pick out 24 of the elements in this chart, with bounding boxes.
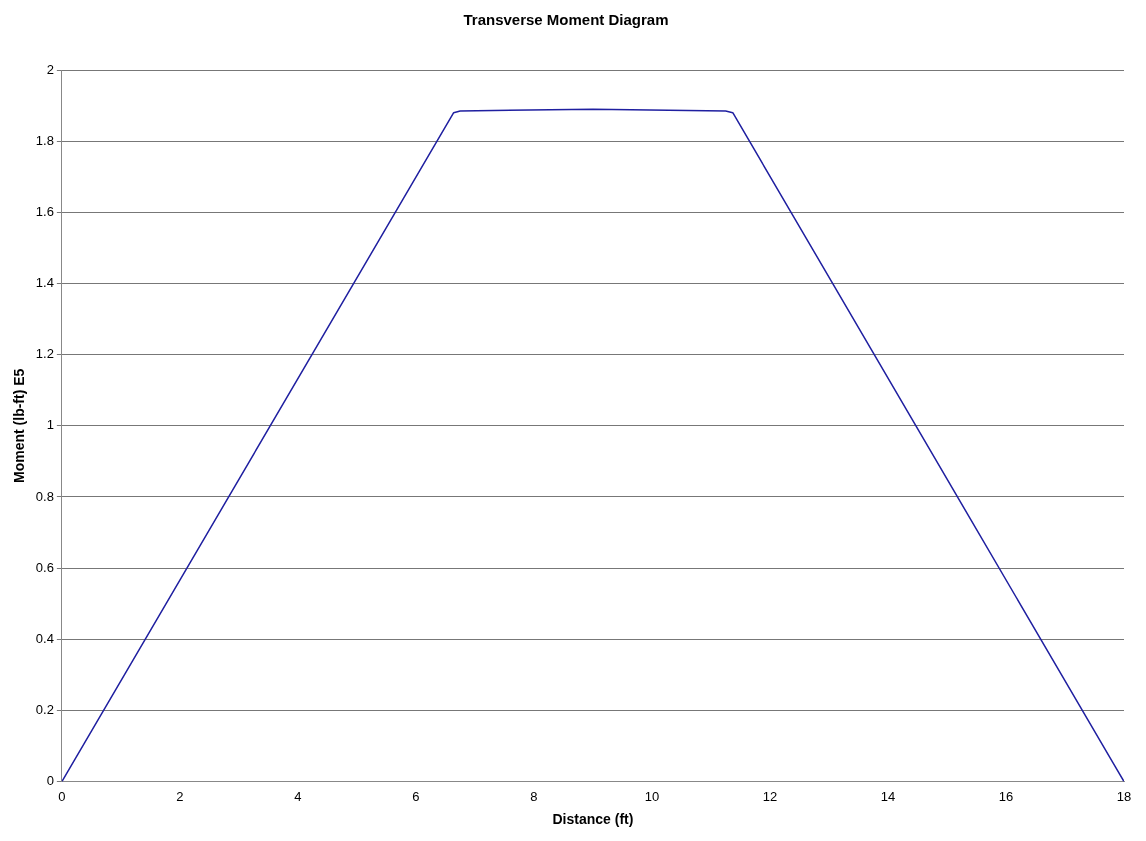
y-tick-label: 1.2 <box>35 346 54 362</box>
y-tick-label: 2 <box>46 61 54 77</box>
y-axis-title: Moment (lb-ft) E5 <box>11 368 28 483</box>
chart-title: Transverse Moment Diagram <box>463 11 669 29</box>
x-tick-label: 14 <box>880 788 896 804</box>
x-tick-label: 18 <box>1116 788 1132 804</box>
y-tick-label: 0.4 <box>35 630 54 646</box>
x-tick-label: 8 <box>530 788 538 804</box>
y-tick-label: 1.4 <box>35 275 54 291</box>
x-tick-label: 12 <box>762 788 778 804</box>
y-tick-label: 1.8 <box>35 132 54 148</box>
y-tick-label: 1 <box>46 417 54 433</box>
y-tick-label: 0.2 <box>35 702 54 718</box>
x-tick-label: 4 <box>294 788 302 804</box>
x-tick-label: 0 <box>58 788 66 804</box>
x-tick-label: 2 <box>176 788 184 804</box>
x-tick-label: 10 <box>644 788 660 804</box>
x-tick-label: 16 <box>998 788 1014 804</box>
y-tick-label: 1.6 <box>35 203 54 219</box>
y-tick-label: 0 <box>46 773 54 789</box>
x-tick-label: 6 <box>412 788 420 804</box>
x-axis-title: Distance (ft) <box>552 811 634 828</box>
y-tick-label: 0.6 <box>35 559 54 575</box>
y-tick-label: 0.8 <box>35 488 54 504</box>
